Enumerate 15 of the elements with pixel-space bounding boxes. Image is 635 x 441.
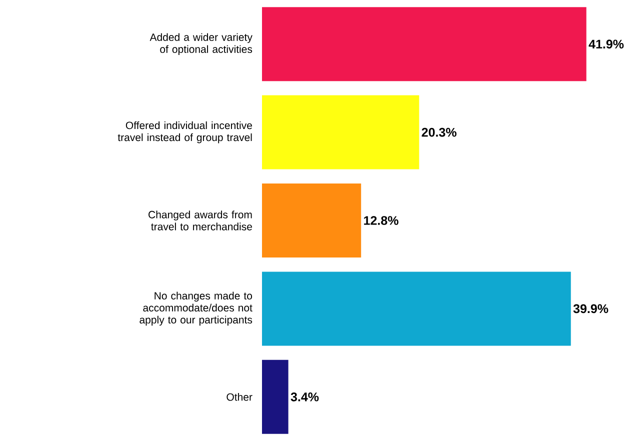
y-tick-label: No changes made to accommodate/does not apply to our participants	[140, 292, 252, 326]
bar	[262, 184, 362, 258]
y-tick-label: Offered individual incentive travel instead of group travel	[118, 121, 252, 144]
data-label: 3.4%	[290, 392, 319, 402]
data-label: 41.9%	[588, 40, 624, 49]
y-tick-label: Changed awards from travel to merchandise	[148, 210, 252, 230]
y-tick-label: Other	[226, 393, 252, 401]
data-label: 39.9%	[573, 304, 608, 314]
bar	[262, 272, 571, 346]
bar	[262, 95, 420, 170]
data-label: 12.8%	[364, 216, 398, 225]
y-tick-label: Added a wider variety of optional activities	[150, 33, 252, 55]
bar	[262, 7, 586, 82]
data-label: 20.3%	[422, 128, 456, 137]
bar	[262, 360, 288, 434]
